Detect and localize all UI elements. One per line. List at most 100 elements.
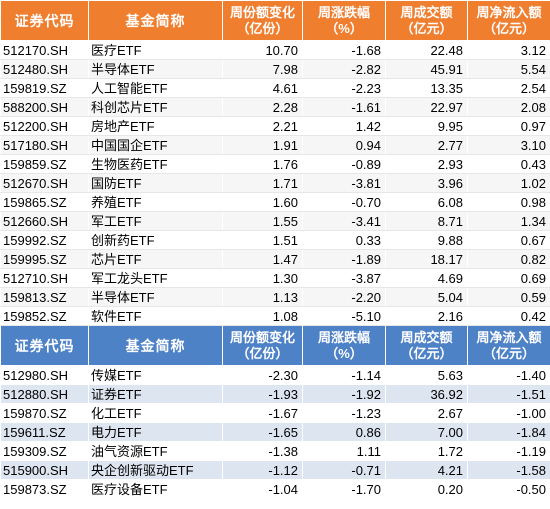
share-change-cell: 1.47	[222, 249, 303, 269]
fund-name-cell: 传媒ETF	[88, 365, 223, 385]
table-row: 159852.SZ 软件ETF 1.08 -5.10 2.16 0.42	[0, 306, 550, 326]
fund-name-cell: 国防ETF	[88, 173, 223, 193]
table-row: 159873.SZ 医疗设备ETF -1.04 -1.70 0.20 -0.50	[0, 479, 550, 499]
volume-cell: 6.08	[385, 192, 468, 212]
volume-cell: 5.63	[385, 365, 468, 385]
fund-code-cell: 515900.SH	[0, 460, 89, 480]
volume-cell: 22.97	[385, 97, 468, 117]
fund-code-cell: 159992.SZ	[0, 230, 89, 250]
change-pct-cell: -2.20	[302, 287, 386, 307]
header-change-pct: 周涨跌幅（%）	[302, 325, 386, 366]
table-row: 515900.SH 央企创新驱动ETF -1.12 -0.71 4.21 -1.58	[0, 460, 550, 480]
fund-code-cell: 512200.SH	[0, 116, 89, 136]
volume-cell: 13.35	[385, 78, 468, 98]
change-pct-cell: -0.89	[302, 154, 386, 174]
table-row: 159992.SZ 创新药ETF 1.51 0.33 9.88 0.67	[0, 230, 550, 250]
fund-code-cell: 512670.SH	[0, 173, 89, 193]
change-pct-cell: -2.82	[302, 59, 386, 79]
header-change-pct: 周涨跌幅（%）	[302, 0, 386, 41]
share-change-cell: 10.70	[222, 40, 303, 60]
table-row: 159995.SZ 芯片ETF 1.47 -1.89 18.17 0.82	[0, 249, 550, 269]
share-change-cell: 1.08	[222, 306, 303, 326]
fund-code-cell: 517180.SH	[0, 135, 89, 155]
fund-name-cell: 人工智能ETF	[88, 78, 223, 98]
header-net-inflow: 周净流入额（亿元）	[467, 0, 550, 41]
volume-cell: 36.92	[385, 384, 468, 404]
table-row: 512880.SH 证券ETF -1.93 -1.92 36.92 -1.51	[0, 384, 550, 404]
fund-code-cell: 512660.SH	[0, 211, 89, 231]
fund-code-cell: 159309.SZ	[0, 441, 89, 461]
fund-code-cell: 159852.SZ	[0, 306, 89, 326]
change-pct-cell: -1.23	[302, 403, 386, 423]
share-change-cell: 1.71	[222, 173, 303, 193]
fund-code-cell: 159995.SZ	[0, 249, 89, 269]
share-change-cell: 7.98	[222, 59, 303, 79]
fund-code-cell: 512170.SH	[0, 40, 89, 60]
share-change-cell: 1.30	[222, 268, 303, 288]
change-pct-cell: 1.42	[302, 116, 386, 136]
net-inflow-cell: 0.69	[467, 268, 550, 288]
fund-name-cell: 半导体ETF	[88, 59, 223, 79]
net-inflow-cell: 2.54	[467, 78, 550, 98]
change-pct-cell: -3.81	[302, 173, 386, 193]
fund-code-cell: 159873.SZ	[0, 479, 89, 499]
net-inflow-cell: 0.59	[467, 287, 550, 307]
table-row: 512480.SH 半导体ETF 7.98 -2.82 45.91 5.54	[0, 59, 550, 79]
fund-name-cell: 医疗ETF	[88, 40, 223, 60]
share-change-cell: -2.30	[222, 365, 303, 385]
table-row: 159611.SZ 电力ETF -1.65 0.86 7.00 -1.84	[0, 422, 550, 442]
net-inflow-cell: -0.50	[467, 479, 550, 499]
volume-cell: 18.17	[385, 249, 468, 269]
volume-cell: 7.00	[385, 422, 468, 442]
header-name: 基金简称	[88, 325, 223, 366]
fund-name-cell: 软件ETF	[88, 306, 223, 326]
header-code: 证券代码	[0, 325, 89, 366]
share-change-cell: 2.28	[222, 97, 303, 117]
share-change-cell: 1.76	[222, 154, 303, 174]
change-pct-cell: -1.92	[302, 384, 386, 404]
fund-code-cell: 159611.SZ	[0, 422, 89, 442]
net-inflow-cell: 3.12	[467, 40, 550, 60]
fund-name-cell: 养殖ETF	[88, 192, 223, 212]
net-inflow-cell: 0.82	[467, 249, 550, 269]
table-row: 512170.SH 医疗ETF 10.70 -1.68 22.48 3.12	[0, 40, 550, 60]
fund-name-cell: 半导体ETF	[88, 287, 223, 307]
fund-name-cell: 证券ETF	[88, 384, 223, 404]
fund-name-cell: 房地产ETF	[88, 116, 223, 136]
net-inflow-cell: 0.43	[467, 154, 550, 174]
net-inflow-cell: 0.98	[467, 192, 550, 212]
table-row: 159309.SZ 油气资源ETF -1.38 1.11 1.72 -1.19	[0, 441, 550, 461]
fund-code-cell: 159813.SZ	[0, 287, 89, 307]
volume-cell: 2.67	[385, 403, 468, 423]
fund-name-cell: 化工ETF	[88, 403, 223, 423]
net-inflow-cell: 0.67	[467, 230, 550, 250]
change-pct-cell: -1.61	[302, 97, 386, 117]
net-inflow-cell: -1.58	[467, 460, 550, 480]
table-row: 512710.SH 军工龙头ETF 1.30 -3.87 4.69 0.69	[0, 268, 550, 288]
fund-name-cell: 生物医药ETF	[88, 154, 223, 174]
volume-cell: 22.48	[385, 40, 468, 60]
volume-cell: 2.16	[385, 306, 468, 326]
net-inflow-cell: 1.02	[467, 173, 550, 193]
change-pct-cell: 1.11	[302, 441, 386, 461]
fund-name-cell: 军工ETF	[88, 211, 223, 231]
net-inflow-cell: 3.10	[467, 135, 550, 155]
net-inflow-cell: -1.51	[467, 384, 550, 404]
volume-cell: 1.72	[385, 441, 468, 461]
net-inflow-cell: 0.97	[467, 116, 550, 136]
net-inflow-cell: -1.40	[467, 365, 550, 385]
change-pct-cell: -0.70	[302, 192, 386, 212]
share-change-cell: -1.65	[222, 422, 303, 442]
fund-name-cell: 军工龙头ETF	[88, 268, 223, 288]
change-pct-cell: -1.14	[302, 365, 386, 385]
change-pct-cell: -1.70	[302, 479, 386, 499]
table-row: 512670.SH 国防ETF 1.71 -3.81 3.96 1.02	[0, 173, 550, 193]
change-pct-cell: -2.23	[302, 78, 386, 98]
header-row-outflow: 证券代码 基金简称 周份额变化（亿份） 周涨跌幅（%） 周成交额（亿元） 周净流入额（亿元…	[0, 325, 550, 366]
fund-code-cell: 512880.SH	[0, 384, 89, 404]
table-row: 512660.SH 军工ETF 1.55 -3.41 8.71 1.34	[0, 211, 550, 231]
net-inflow-cell: 2.08	[467, 97, 550, 117]
table-row: 159865.SZ 养殖ETF 1.60 -0.70 6.08 0.98	[0, 192, 550, 212]
change-pct-cell: -5.10	[302, 306, 386, 326]
